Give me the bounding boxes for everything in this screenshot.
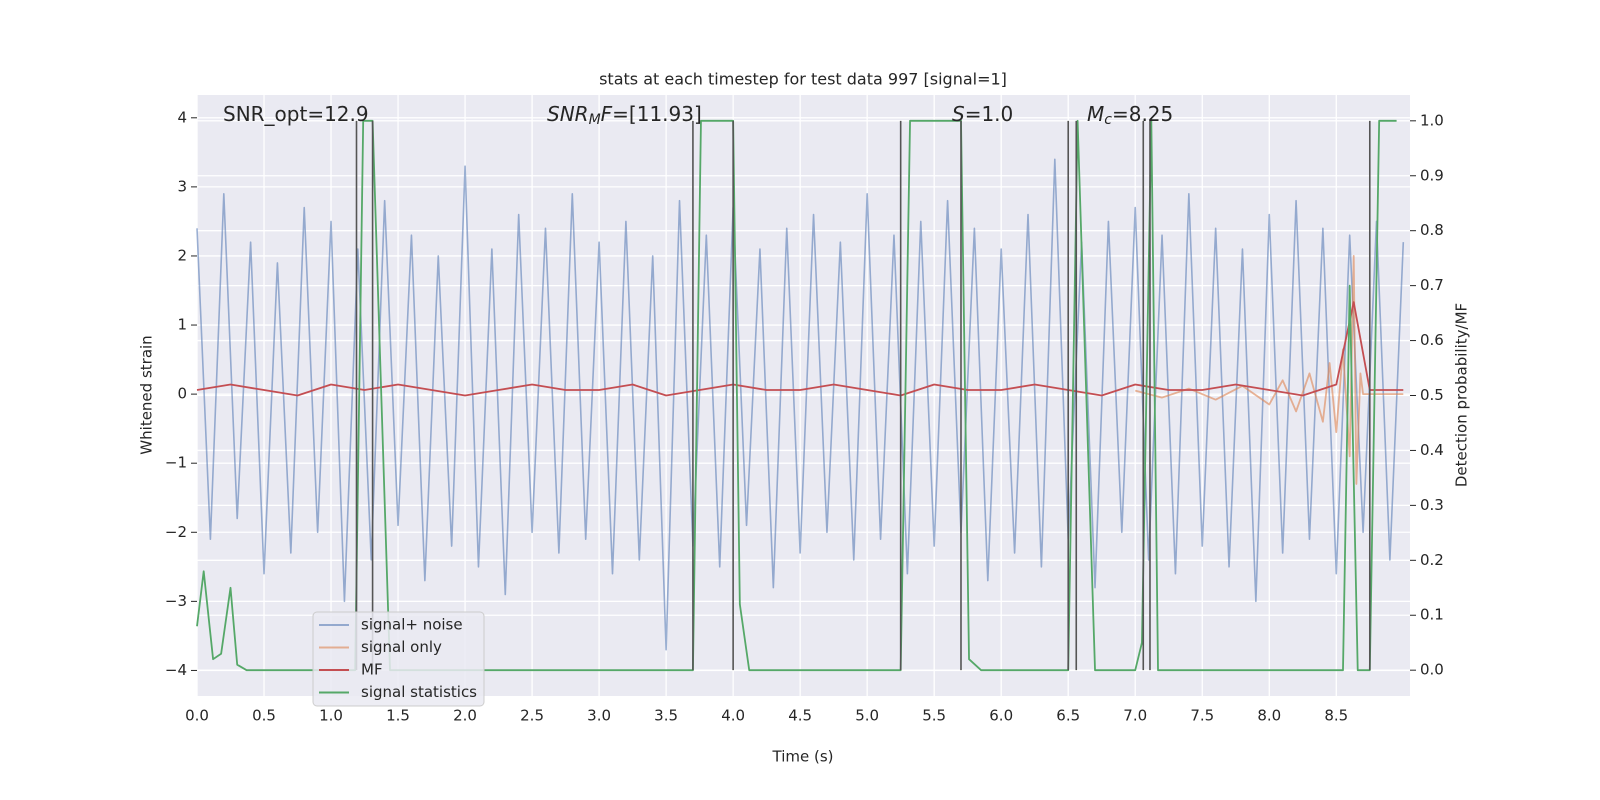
annotation-part: F <box>601 102 613 126</box>
y-tick-label: −1 <box>165 454 187 472</box>
y-tick-label: 1 <box>177 316 187 334</box>
y2-tick-label: 0.9 <box>1420 166 1444 184</box>
x-tick-label: 2.0 <box>453 707 477 725</box>
y2-tick-label: 1.0 <box>1420 111 1444 129</box>
legend-label: signal only <box>361 638 442 656</box>
annotation-part: c <box>1104 112 1112 128</box>
y2-tick-label: 0.0 <box>1420 661 1444 679</box>
y-tick-label: 3 <box>177 177 187 195</box>
x-tick-label: 0.5 <box>252 707 276 725</box>
y2-tick-label: 0.6 <box>1420 331 1444 349</box>
x-axis-label: Time (s) <box>772 748 834 766</box>
legend-label: signal+ noise <box>361 616 463 634</box>
y2-tick-label: 0.4 <box>1420 441 1444 459</box>
annotation-part: =1.0 <box>965 102 1014 126</box>
x-tick-label: 7.5 <box>1190 707 1214 725</box>
x-tick-label: 3.0 <box>587 707 611 725</box>
annotation: Mc=8.25 <box>1087 102 1173 129</box>
overlay: SNR_opt=12.9 SNRMF=[11.93] S=1.0 Mc=8.25sig… <box>223 102 1173 707</box>
x-tick-label: 7.0 <box>1123 707 1147 725</box>
y2-tick-label: 0.8 <box>1420 221 1444 239</box>
annotation-part: SNR <box>547 102 589 126</box>
annotation-part: =8.25 <box>1112 102 1173 126</box>
x-tick-label: 1.0 <box>319 707 343 725</box>
y2-tick-label: 0.5 <box>1420 386 1444 404</box>
y2-tick-label: 0.1 <box>1420 606 1444 624</box>
series-line <box>1135 255 1404 485</box>
y-tick-label: −2 <box>165 523 187 541</box>
series-line <box>196 301 1404 397</box>
legend-box <box>312 611 485 707</box>
y-tick-label: −4 <box>165 661 187 679</box>
series-line <box>196 119 1397 672</box>
y2-tick-label: 0.3 <box>1420 496 1444 514</box>
annotation: SNR_opt=12.9 <box>223 102 369 126</box>
chart-title: stats at each timestep for test data 997… <box>599 70 1007 89</box>
series-line <box>196 158 1405 651</box>
annotation-part: S <box>952 102 965 126</box>
x-tick-label: 5.5 <box>922 707 946 725</box>
legend-label: signal statistics <box>361 683 477 701</box>
x-tick-label: 8.0 <box>1257 707 1281 725</box>
y-tick-label: 2 <box>177 246 187 264</box>
y-tick-label: −3 <box>165 592 187 610</box>
annotation-part: M <box>1087 102 1104 126</box>
x-tick-label: 1.5 <box>386 707 410 725</box>
x-tick-label: 6.0 <box>989 707 1013 725</box>
y2-axis-label: Detection probability/MF <box>1453 303 1471 487</box>
x-tick-label: 2.5 <box>520 707 544 725</box>
x-tick-label: 4.0 <box>721 707 745 725</box>
x-tick-label: 0.0 <box>185 707 209 725</box>
x-tick-label: 4.5 <box>788 707 812 725</box>
y-tick-label: 4 <box>177 108 187 126</box>
y2-tick-label: 0.7 <box>1420 276 1444 294</box>
annotation-part: =[11.93] <box>612 102 702 126</box>
y-axis-label: Whitened strain <box>138 335 156 454</box>
y2-tick-label: 0.2 <box>1420 551 1444 569</box>
marks <box>196 119 1405 672</box>
annotation-part: SNR_opt=12.9 <box>223 102 369 126</box>
annotation-part: M <box>589 112 601 128</box>
x-tick-label: 8.5 <box>1324 707 1348 725</box>
x-tick-label: 6.5 <box>1056 707 1080 725</box>
annotation: S=1.0 <box>952 102 1013 126</box>
legend-label: MF <box>361 661 383 679</box>
y-tick-label: 0 <box>177 385 187 403</box>
annotation: SNRMF=[11.93] <box>547 102 702 129</box>
x-tick-label: 5.0 <box>855 707 879 725</box>
x-tick-label: 3.5 <box>654 707 678 725</box>
